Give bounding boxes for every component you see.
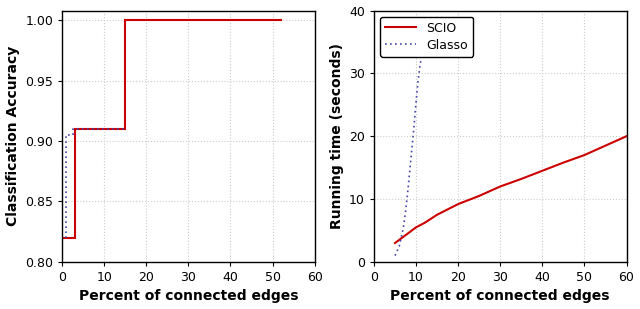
Legend: SCIO, Glasso: SCIO, Glasso: [380, 17, 473, 57]
X-axis label: Percent of connected edges: Percent of connected edges: [79, 290, 298, 303]
Y-axis label: Classification Accuracy: Classification Accuracy: [6, 46, 20, 226]
X-axis label: Percent of connected edges: Percent of connected edges: [390, 290, 610, 303]
Y-axis label: Running time (seconds): Running time (seconds): [330, 43, 344, 229]
